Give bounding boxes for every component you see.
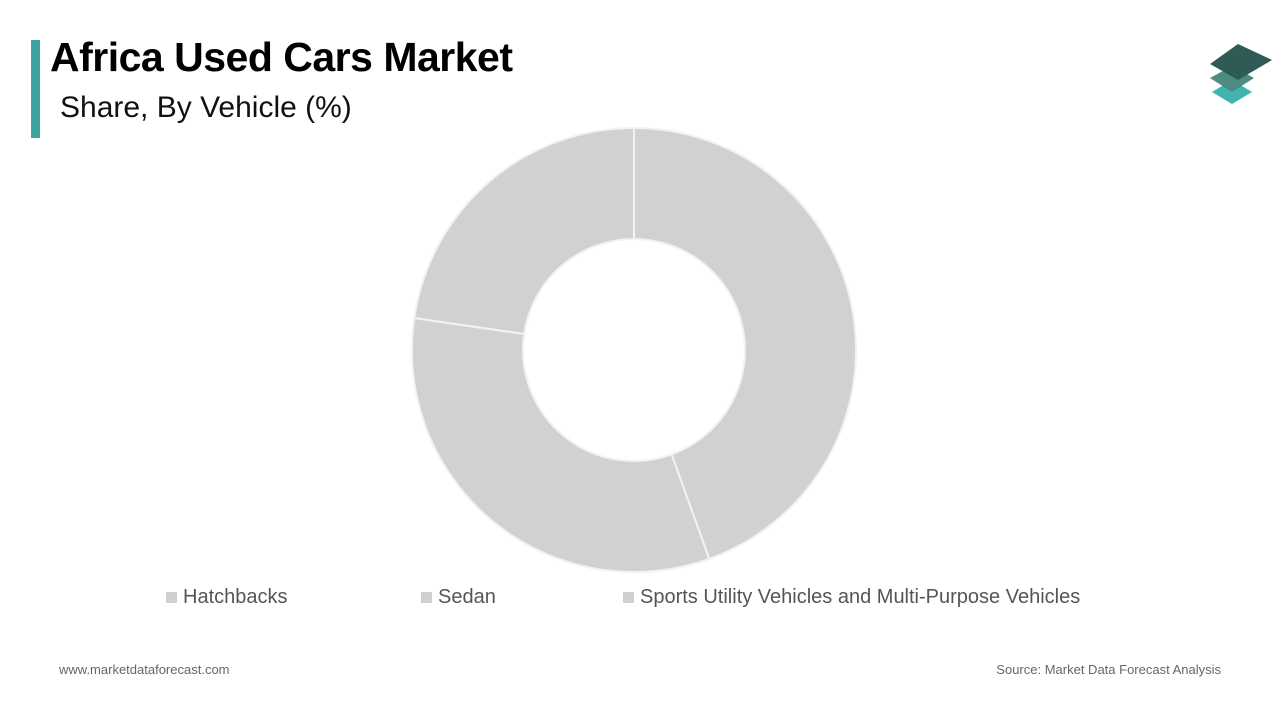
- legend-item-sports-utility-vehicles-and-multi-purpose-vehicles: Sports Utility Vehicles and Multi-Purpos…: [623, 586, 1080, 609]
- legend-label: Sedan: [438, 586, 496, 608]
- legend-swatch: [623, 592, 634, 603]
- legend-item-hatchbacks: Hatchbacks: [166, 586, 288, 609]
- footer-source: Source: Market Data Forecast Analysis: [996, 662, 1221, 677]
- page-subtitle: Share, By Vehicle (%): [60, 91, 352, 124]
- accent-bar: [31, 40, 40, 138]
- legend-swatch: [421, 592, 432, 603]
- donut-slice-sedan: [411, 316, 711, 573]
- legend-item-sedan: Sedan: [421, 586, 496, 609]
- footer-website: www.marketdataforecast.com: [59, 662, 230, 677]
- logo-layer-top: [1210, 44, 1272, 80]
- legend-swatch: [166, 592, 177, 603]
- donut-slice-sports-utility-vehicles-and-multi-purpose-vehicles: [413, 126, 635, 336]
- legend-label: Hatchbacks: [183, 586, 288, 608]
- legend-label: Sports Utility Vehicles and Multi-Purpos…: [640, 586, 1081, 608]
- page-title: Africa Used Cars Market: [50, 34, 513, 80]
- stacked-layers-logo-icon: [1210, 44, 1272, 104]
- donut-slice-hatchbacks: [633, 126, 857, 561]
- chart-legend: Hatchbacks Sedan Sports Utility Vehicles a…: [0, 586, 1280, 614]
